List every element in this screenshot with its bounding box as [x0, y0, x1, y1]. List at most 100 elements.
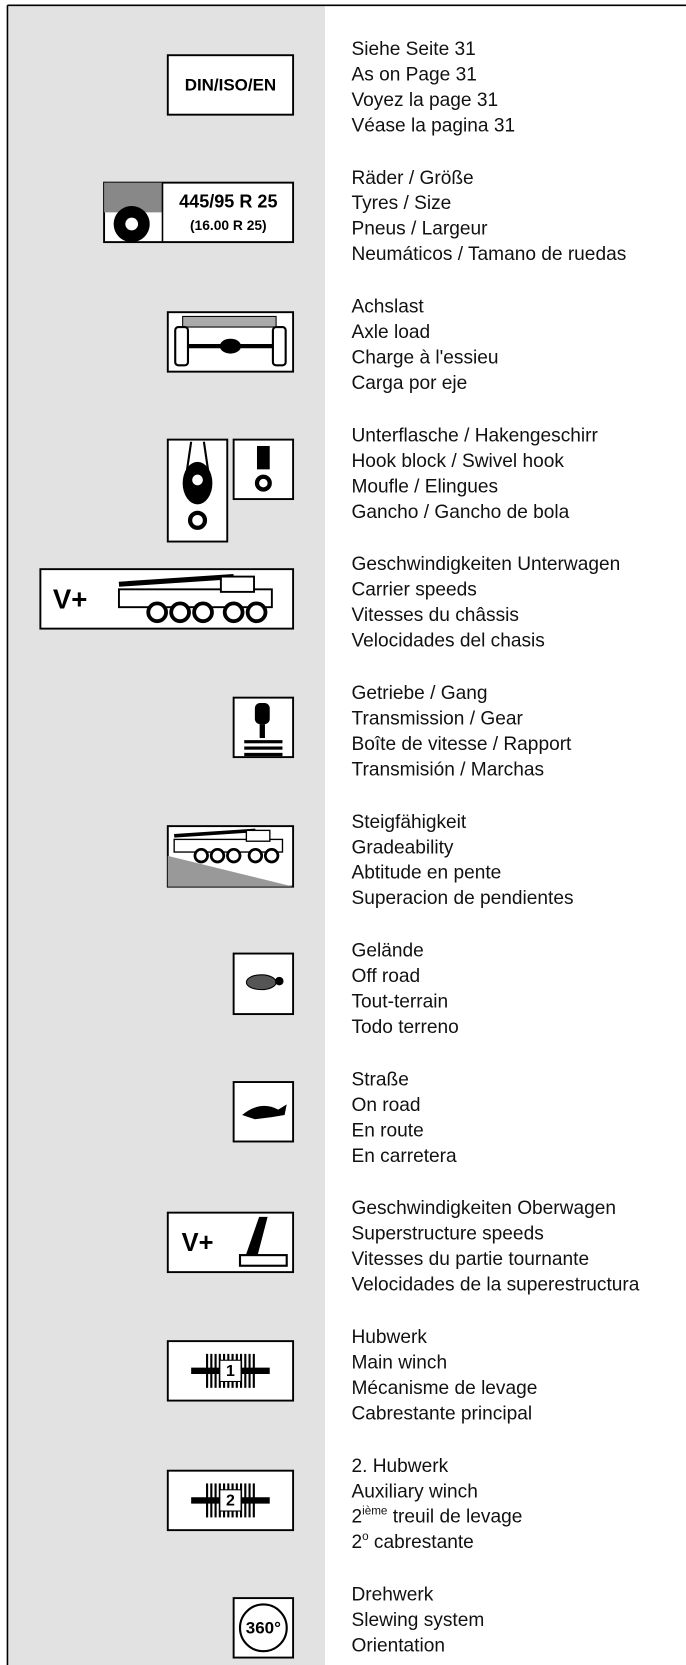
text-line: Auxiliary winch: [351, 1481, 477, 1502]
superscript: o: [362, 1530, 368, 1543]
icon-shape: [226, 847, 242, 864]
icon-text: V+: [182, 1229, 214, 1257]
text-line: Vitesses du châssis: [351, 605, 518, 626]
text-line: Räder / Größe: [351, 168, 473, 189]
icon-shape: [146, 601, 169, 624]
text-line: Achslast: [351, 297, 424, 318]
icon-shape: [219, 1489, 242, 1512]
text-line: Gradeability: [351, 837, 453, 858]
text-line: Steigfähigkeit: [351, 812, 466, 833]
icon-shape: [174, 828, 256, 838]
text-part: treuil de levage: [387, 1507, 522, 1528]
text-line: Geschwindigkeiten Oberwagen: [351, 1198, 616, 1219]
text-line: Todo terreno: [351, 1017, 458, 1038]
text-line: Hook block / Swivel hook: [351, 451, 564, 472]
icon-text: 445/95 R 25: [179, 192, 277, 212]
text-line: Geschwindigkeiten Unterwagen: [351, 554, 620, 575]
text-line: Tyres / Size: [351, 193, 451, 214]
text-line: Hubwerk: [351, 1327, 427, 1348]
text-line: Neumáticos / Tamano de ruedas: [351, 244, 626, 265]
text-line: Transmission / Gear: [351, 708, 523, 729]
text-line: 2ième treuil de levage: [351, 1504, 522, 1527]
text-line: 2. Hubwerk: [351, 1456, 448, 1477]
text-line: As on Page 31: [351, 64, 476, 85]
icon-text: DIN/ISO/EN: [185, 75, 276, 94]
text-line: Superstructure speeds: [351, 1224, 543, 1245]
icon-box: [232, 1597, 295, 1659]
text-line: Carrier speeds: [351, 580, 476, 601]
icon-shape: [169, 601, 191, 624]
text-line: Charge à l'essieu: [351, 348, 498, 369]
text-line: Getriebe / Gang: [351, 683, 487, 704]
icon-shape: [244, 746, 283, 750]
text-line: Velocidades del chasis: [351, 631, 544, 652]
text-line: Gelände: [351, 941, 423, 962]
icon-text: V+: [53, 583, 88, 614]
icon-shape: [182, 315, 277, 328]
crane-drawing: [117, 574, 273, 624]
text-line: Mécanisme de levage: [351, 1378, 537, 1399]
text-line: Boîte de vitesse / Rapport: [351, 734, 572, 755]
text-part: 2: [351, 1532, 362, 1553]
text-line: Moufle / Elingues: [351, 476, 498, 497]
icon-box: [166, 54, 295, 116]
text-line: Off road: [351, 966, 420, 987]
text-line: Siehe Seite 31: [351, 39, 475, 60]
text-line: Axle load: [351, 322, 430, 343]
icon-shape: [271, 325, 287, 367]
text-line: Transmisión / Marchas: [351, 759, 544, 780]
text-line: Main winch: [351, 1352, 447, 1373]
text-line: Tout-terrain: [351, 992, 448, 1013]
icon-shape: [222, 601, 245, 624]
text-line: Vitesses du partie tournante: [351, 1249, 589, 1270]
icon-shape: [275, 976, 284, 986]
icon-shape: [254, 474, 272, 492]
icon-shape: [247, 847, 264, 864]
text-line: Abtitude en pente: [351, 863, 501, 884]
icon-shape: [245, 974, 277, 991]
text-line: Véase la pagina 31: [351, 115, 515, 136]
icon-text: (16.00 R 25): [190, 218, 267, 233]
icon-shape: [256, 445, 270, 470]
text-line: En carretera: [351, 1146, 457, 1167]
text-line: Unterflasche / Hakengeschirr: [351, 425, 598, 446]
text-line: Gancho / Gancho de bola: [351, 502, 569, 523]
text-line: Carga por eje: [351, 373, 467, 394]
icon-shape: [242, 1216, 268, 1266]
icon-shape: [125, 217, 139, 231]
icon-shape: [209, 847, 226, 864]
icon-shape: [238, 1254, 288, 1267]
icon-shape: [244, 752, 283, 757]
text-line: Pneus / Largeur: [351, 219, 488, 240]
text-line: Superacion de pendientes: [351, 888, 573, 909]
icon-shape: [184, 441, 193, 478]
text-line: Drehwerk: [351, 1585, 433, 1606]
icon-shape: [193, 847, 209, 864]
icon-shape: [187, 510, 208, 530]
icon-shape: [254, 702, 270, 725]
crane-drawing: [173, 828, 284, 864]
text-line: Slewing system: [351, 1610, 484, 1631]
text-line: Straße: [351, 1069, 408, 1090]
icon-text: 1: [226, 1363, 235, 1380]
icon-text: 2: [226, 1493, 235, 1510]
icon-shape: [219, 575, 255, 593]
superscript: ième: [362, 1504, 387, 1517]
icon-shape: [174, 325, 190, 367]
text-line: Voyez la page 31: [351, 90, 498, 111]
icon-text: 360°: [246, 1618, 281, 1637]
icon-shape: [244, 740, 283, 744]
icon-shape: [118, 574, 234, 587]
text-line: En route: [351, 1120, 423, 1141]
text-part: cabrestante: [369, 1532, 474, 1553]
text-line: 2o cabrestante: [351, 1530, 473, 1553]
icon-shape: [245, 601, 268, 624]
icon-shape: [219, 338, 242, 354]
icon-shape: [219, 1359, 242, 1383]
icon-shape: [263, 847, 280, 864]
text-line: Velocidades de la superestructura: [351, 1275, 639, 1296]
text-line: On road: [351, 1095, 420, 1116]
icon-shape: [202, 441, 211, 478]
